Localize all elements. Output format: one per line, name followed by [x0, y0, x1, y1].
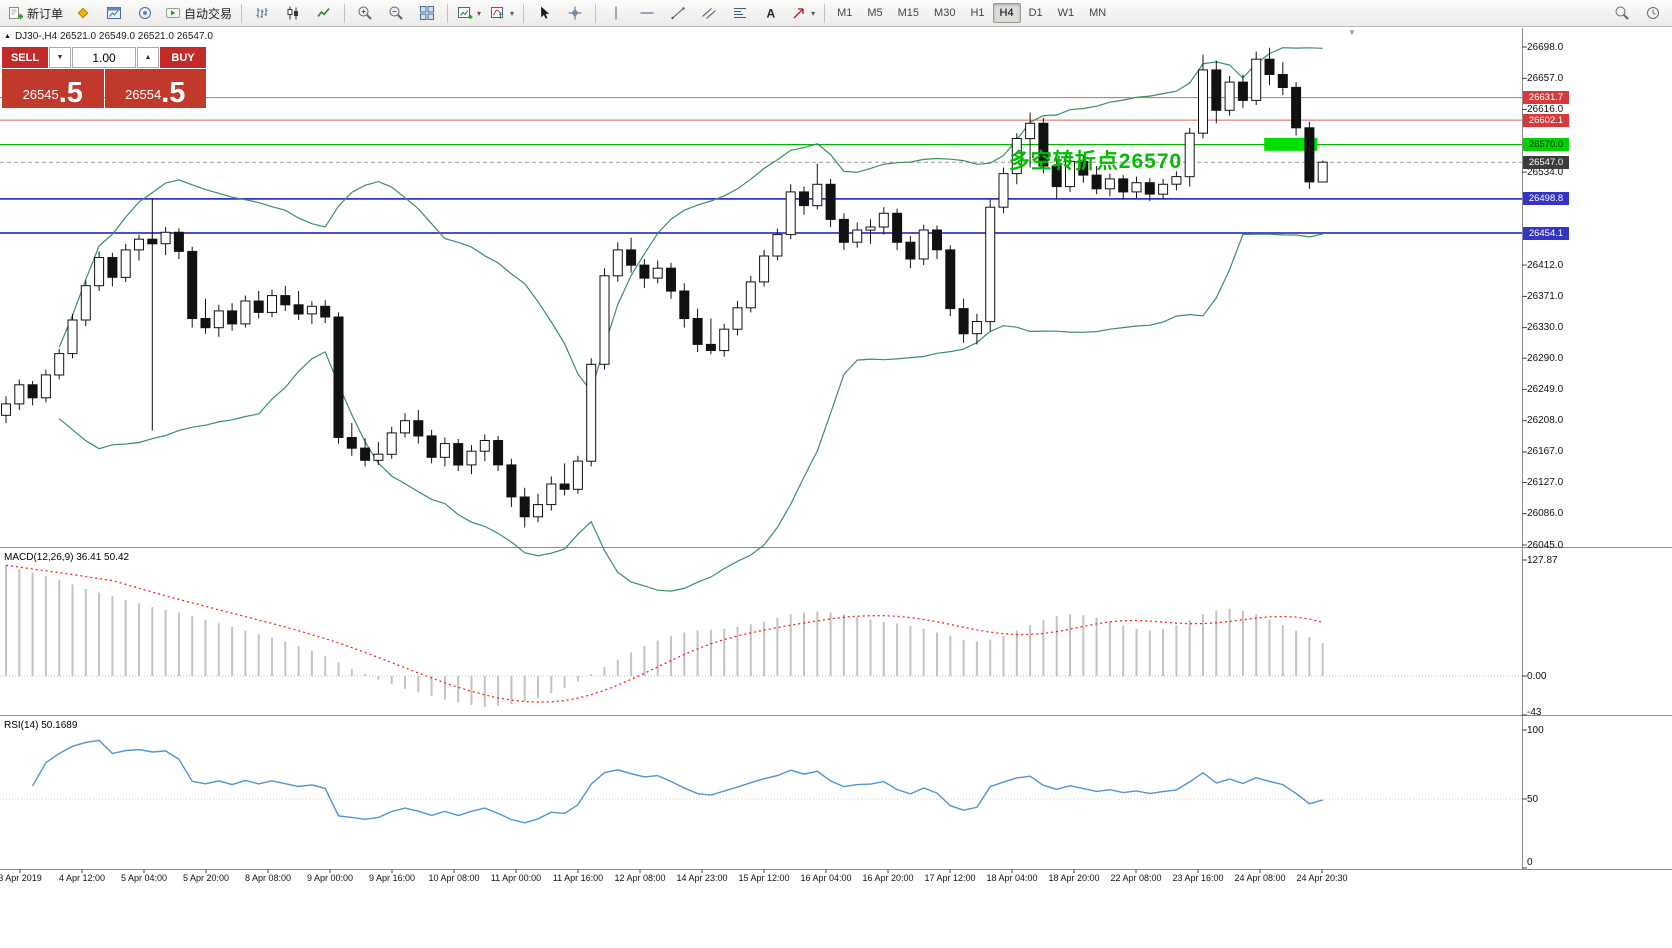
vline-icon[interactable] — [601, 1, 631, 25]
text-tool-icon[interactable]: A — [756, 1, 786, 25]
zoom-out-icon[interactable] — [381, 1, 411, 25]
chart-annotation-text: 多空转折点26570 — [1008, 150, 1183, 174]
timeframe-button-d1[interactable]: D1 — [1028, 7, 1043, 19]
sell-price-frac: .5 — [58, 77, 83, 110]
search-icon[interactable] — [1607, 1, 1637, 25]
autotrading-button[interactable]: 自动交易 — [161, 1, 236, 25]
autotrading-button-label: 自动交易 — [184, 6, 233, 21]
volume-down-button[interactable]: ▼ — [49, 47, 71, 68]
toolbar-separator — [824, 3, 826, 23]
sell-price-main: 26545 — [22, 87, 59, 102]
volume-up-button[interactable]: ▲ — [137, 47, 159, 68]
timeframe-button-w1[interactable]: W1 — [1057, 7, 1075, 19]
one-click-trading-panel: SELL ▼ ▲ BUY 26545.5 26554.5 — [2, 47, 206, 108]
timeframe-button-h1[interactable]: H1 — [970, 7, 985, 19]
toolbar-separator — [344, 3, 346, 23]
symbol-marker-icon: ▲ — [4, 33, 11, 40]
toolbar-separator — [447, 3, 449, 23]
toolbar-separator — [595, 3, 597, 23]
navigator-icon[interactable] — [130, 1, 160, 25]
svg-text:A: A — [767, 7, 776, 21]
chart-window-icon[interactable] — [99, 1, 129, 25]
chevron-down-icon: ▾ — [811, 8, 816, 18]
buy-price-button[interactable]: 26554.5 — [104, 69, 206, 110]
sell-price-button[interactable]: 26545.5 — [2, 69, 104, 108]
timeframe-button-m1[interactable]: M1 — [837, 7, 853, 19]
bar-chart-icon[interactable] — [247, 1, 277, 25]
new-order-button-label: 新订单 — [27, 6, 64, 21]
arrow-tool-icon[interactable]: ▾ — [787, 1, 819, 25]
svg-text:f: f — [499, 12, 502, 21]
chevron-down-icon: ▾ — [477, 8, 482, 18]
timeframe-button-m15[interactable]: M15 — [897, 7, 920, 19]
hline-icon[interactable] — [632, 1, 662, 25]
sell-button[interactable]: SELL — [2, 47, 48, 68]
candle-chart-icon[interactable] — [278, 1, 308, 25]
clock-icon[interactable] — [1638, 1, 1668, 25]
symbol-info: ▲ DJ30-,H4 26521.0 26549.0 26521.0 26547… — [4, 31, 213, 42]
chart-shift-marker-icon: ▼ — [1348, 28, 1356, 37]
market-watch-icon[interactable] — [68, 1, 98, 25]
buy-price-frac: .5 — [161, 77, 186, 110]
new-order-button[interactable]: 新订单 — [4, 1, 67, 25]
buy-button[interactable]: BUY — [160, 47, 206, 68]
chevron-down-icon: ▾ — [510, 8, 515, 18]
timeframe-button-h4[interactable]: H4 — [992, 3, 1021, 23]
cursor-icon[interactable] — [529, 1, 559, 25]
indicators-icon[interactable]: f ▾ — [486, 1, 518, 25]
tile-windows-icon[interactable] — [412, 1, 442, 25]
toolbar: 新订单 自动交易 ▾ f ▾ A ▾ M1 M5 M15 M30 H1 H4 D1 W1 MN — [0, 0, 1672, 27]
toolbar-separator — [523, 3, 525, 23]
timeframe-button-m30[interactable]: M30 — [934, 7, 956, 19]
crosshair-icon[interactable] — [560, 1, 590, 25]
timeframe-button-m5[interactable]: M5 — [867, 7, 883, 19]
zoom-in-icon[interactable] — [350, 1, 380, 25]
toolbar-separator — [241, 3, 243, 23]
buy-price-main: 26554 — [125, 87, 162, 102]
channel-icon[interactable] — [694, 1, 724, 25]
volume-input[interactable] — [72, 47, 136, 68]
fibonacci-icon[interactable] — [725, 1, 755, 25]
timeframe-button-mn[interactable]: MN — [1089, 7, 1107, 19]
symbol-title: DJ30-,H4 26521.0 26549.0 26521.0 26547.0 — [14, 31, 213, 42]
line-chart-icon[interactable] — [309, 1, 339, 25]
trendline-icon[interactable] — [663, 1, 693, 25]
new-chart-icon[interactable]: ▾ — [453, 1, 485, 25]
